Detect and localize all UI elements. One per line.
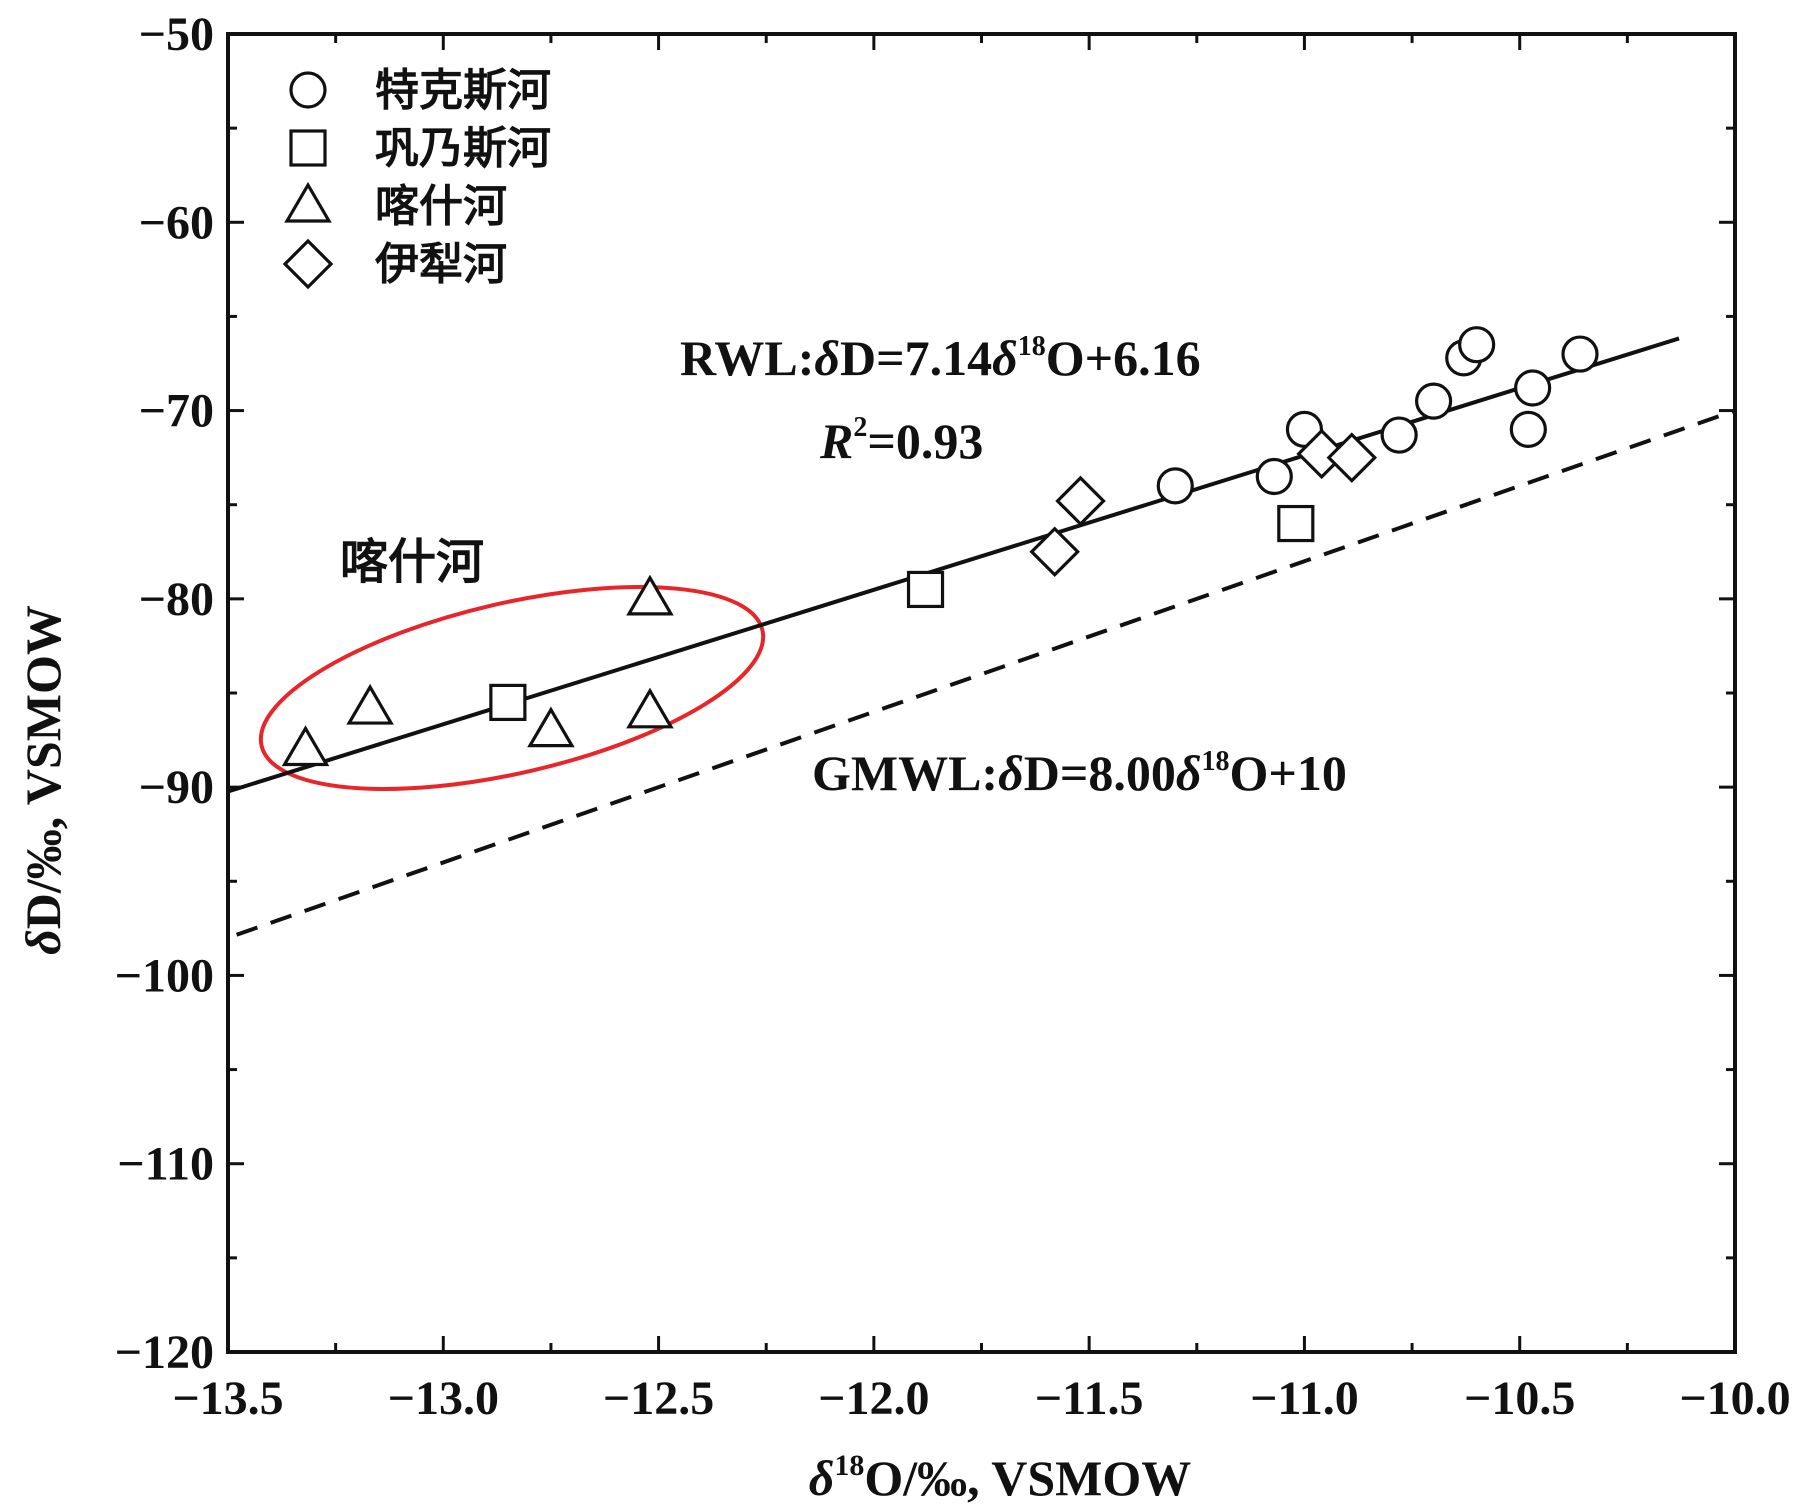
x-tick-label: −10.5 [1464,1372,1575,1425]
circle-data-point [1380,416,1418,454]
legend-label: 伊犁河 [374,239,507,290]
square-data-point [489,683,527,722]
x-tick-label: −12.0 [818,1372,929,1425]
triangle-data-point [527,706,575,748]
triangle-data-point [346,683,394,725]
legend-triangle-icon [284,181,332,223]
circle-data-point [1509,410,1547,448]
kashi-river-group-label: 喀什河 [340,534,484,590]
y-tick-label: −60 [139,196,214,249]
triangle-data-point [626,687,674,729]
rwl-equation: RWL:δD=7.14δ18O+6.16 [680,330,1201,386]
legend-label: 喀什河 [375,181,507,232]
circle-data-point [1156,467,1194,505]
diamond-data-point [1029,526,1080,578]
y-tick-label: −100 [115,949,214,1002]
y-tick-label: −120 [115,1326,214,1379]
x-axis-title: δ18O/‰, VSMOW [809,1449,1192,1506]
legend-circle-icon [289,71,327,109]
y-tick-label: −110 [117,1138,214,1191]
kashi-river-highlight-ellipse [258,584,766,792]
y-axis-title: δD/‰, VSMOW [15,605,71,955]
x-tick-label: −13.5 [172,1372,283,1425]
square-data-point [906,570,945,609]
circle-data-point [1561,335,1599,373]
y-tick-label: −90 [139,761,214,814]
legend-label: 特克斯河 [375,65,551,116]
diamond-data-point [1296,428,1347,480]
r-squared-label: R2=0.93 [819,412,983,469]
x-tick-label: −11.0 [1250,1372,1359,1425]
gmwl-line [235,408,1736,937]
gmwl-equation: GMWL:δD=8.00δ18O+10 [812,745,1347,801]
circle-data-point [1255,457,1293,496]
legend-label: 巩乃斯河 [375,123,551,174]
y-tick-label: −50 [139,8,214,61]
x-tick-label: −13.0 [388,1372,499,1425]
diamond-data-point [1326,432,1378,483]
y-tick-label: −80 [139,573,214,626]
diamond-data-point [1055,475,1106,527]
legend-diamond-icon [282,238,334,290]
circle-data-point [1458,326,1496,364]
x-tick-label: −10.0 [1679,1372,1790,1425]
y-tick-label: −70 [139,385,214,438]
triangle-data-point [626,574,674,616]
legend-square-icon [289,129,327,167]
circle-data-point [1414,382,1453,420]
triangle-data-point [281,725,330,767]
x-tick-label: −12.5 [603,1372,714,1425]
square-data-point [1277,504,1315,543]
x-tick-label: −11.5 [1035,1372,1144,1425]
circle-data-point [1514,369,1552,407]
